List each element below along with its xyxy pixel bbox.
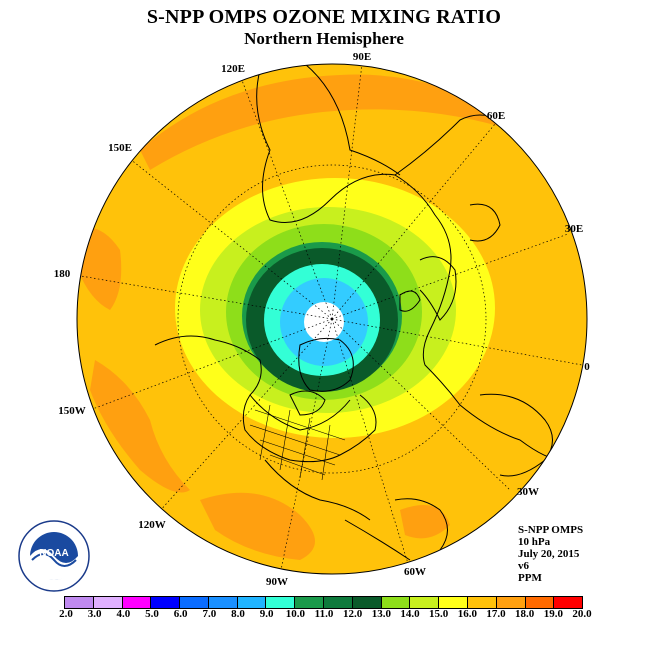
colorbar-tick-label: 6.0: [173, 608, 188, 620]
info-level: 10 hPa: [518, 536, 551, 548]
lon-label-120e: 120E: [221, 63, 245, 75]
colorbar-tick-label: 5.0: [145, 608, 159, 620]
colorbar-segment: [179, 597, 208, 608]
colorbar-segment: [207, 597, 237, 608]
colorbar-tick-label: 9.0: [259, 608, 274, 620]
coastlines: [154, 64, 576, 561]
colorbar-segment: [466, 597, 496, 608]
colorbar-segment: [438, 597, 467, 608]
lon-label-60w: 60W: [404, 566, 426, 578]
lon-label-30e: 30E: [565, 223, 583, 235]
state-borders: [249, 404, 346, 481]
chart-subtitle: Northern Hemisphere: [244, 29, 404, 48]
lon-label-0: 0: [584, 361, 590, 373]
colorbar-tick-label: 17.0: [486, 608, 506, 620]
lon-label-120w: 120W: [138, 519, 166, 531]
colorbar-tick-label: 16.0: [457, 608, 477, 620]
lon-label-90e: 90E: [353, 51, 371, 63]
map-boundary: [76, 63, 588, 575]
colorbar-tick-label: 14.0: [400, 608, 420, 620]
colorbar-segment: [553, 597, 583, 608]
colorbar-tick-label: 3.0: [87, 608, 102, 620]
lon-label-150e: 150E: [108, 142, 132, 154]
info-date: July 20, 2015: [518, 548, 580, 560]
colorbar-tick-label: 12.0: [343, 608, 363, 620]
graticule: [77, 64, 583, 574]
noaa-logo: NOAA: [18, 520, 90, 592]
colorbar-tick-label: 19.0: [543, 608, 563, 620]
colorbar-tick-label: 20.0: [572, 608, 592, 620]
lon-label-150w: 150W: [58, 405, 86, 417]
colorbar-tick-label: 7.0: [202, 608, 217, 620]
lon-label-180: 180: [54, 268, 71, 280]
colorbar-segment: [495, 597, 525, 608]
chart-title: S-NPP OMPS OZONE MIXING RATIO: [146, 6, 502, 28]
colorbar-segment: [265, 597, 295, 608]
colorbar-tick-label: 18.0: [515, 608, 535, 620]
lon-label-30w: 30W: [517, 486, 539, 498]
noaa-logo-text: NOAA: [39, 548, 68, 559]
colorbar-labels: 2.0 3.0 4.0 5.0 6.0 7.0 8.0 9.0 10.0 11.0 12.0 13.0…: [0, 608, 648, 622]
colorbar-tick-label: 10.0: [285, 608, 305, 620]
ozone-band-17-southwest: [90, 360, 190, 493]
colorbar-segment: [524, 597, 554, 608]
info-instrument: S-NPP OMPS: [518, 524, 584, 536]
info-units: PPM: [518, 572, 542, 584]
lon-label-60e: 60E: [487, 110, 505, 122]
ozone-band-17-southeast: [400, 505, 450, 539]
colorbar-segment: [150, 597, 180, 608]
colorbar-segment: [65, 597, 93, 608]
colorbar-tick-label: 11.0: [314, 608, 334, 620]
colorbar-segment: [409, 597, 439, 608]
colorbar-tick-label: 15.0: [429, 608, 449, 620]
colorbar-segment: [236, 597, 266, 608]
lon-label-90w: 90W: [266, 576, 288, 588]
ozone-band-17-north: [140, 74, 540, 170]
colorbar-segment: [121, 597, 151, 608]
colorbar-segment: [380, 597, 410, 608]
colorbar-segment: [92, 597, 122, 608]
colorbar-tick-label: 13.0: [371, 608, 391, 620]
colorbar-tick-label: 2.0: [59, 608, 73, 620]
info-version: v6: [518, 560, 529, 572]
colorbar-tick-label: 4.0: [116, 608, 131, 620]
colorbar-tick-label: 8.0: [231, 608, 245, 620]
colorbar-segment: [323, 597, 352, 608]
colorbar-segment: [351, 597, 381, 608]
colorbar-segment: [294, 597, 324, 608]
info-block: S-NPP OMPS 10 hPa July 20, 2015 v6 PPM: [518, 524, 583, 584]
colorbar: [64, 596, 583, 609]
